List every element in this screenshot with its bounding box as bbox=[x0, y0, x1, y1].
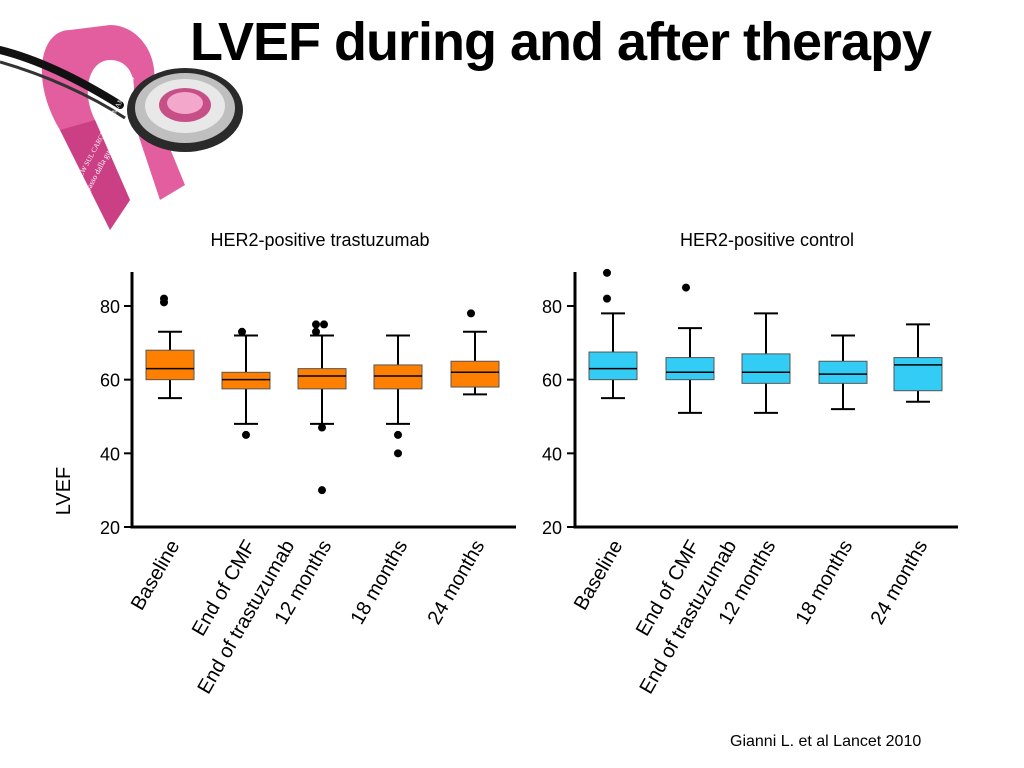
outlier-point bbox=[318, 423, 326, 432]
pink-ribbon-stethoscope-icon: OVERVIEW SUL CARCINOMA MAMMARIO a un pas… bbox=[0, 25, 243, 230]
outlier-point bbox=[238, 327, 246, 336]
outlier-point bbox=[394, 430, 402, 439]
box-iqr bbox=[373, 364, 423, 390]
y-tick-label: 20 bbox=[100, 518, 120, 538]
outlier-point bbox=[603, 294, 611, 303]
y-tick-label: 60 bbox=[100, 371, 120, 391]
outlier-point bbox=[682, 283, 690, 292]
category-label: Baseline bbox=[570, 537, 627, 614]
y-tick-label: 20 bbox=[542, 518, 562, 538]
panel-title: HER2-positive trastuzumab bbox=[210, 230, 429, 250]
category-label: 18 months bbox=[347, 537, 413, 629]
box-iqr bbox=[588, 351, 638, 381]
outlier-point bbox=[467, 309, 475, 318]
outlier-point bbox=[312, 327, 320, 336]
category-label: 18 months bbox=[792, 537, 858, 629]
panel-title: HER2-positive control bbox=[680, 230, 854, 250]
outlier-point bbox=[320, 320, 328, 329]
outlier-point bbox=[394, 449, 402, 458]
outlier-point bbox=[242, 430, 250, 439]
box-iqr bbox=[221, 371, 271, 390]
box-iqr bbox=[297, 368, 347, 390]
citation: Gianni L. et al Lancet 2010 bbox=[730, 733, 922, 750]
y-tick-label: 80 bbox=[542, 297, 562, 317]
box-iqr bbox=[741, 353, 791, 384]
slide-title: LVEF during and after therapy bbox=[190, 12, 932, 72]
box-iqr bbox=[665, 357, 715, 381]
outlier-point bbox=[318, 486, 326, 495]
y-tick-label: 40 bbox=[542, 444, 562, 464]
y-tick-label: 60 bbox=[542, 371, 562, 391]
box-iqr bbox=[818, 360, 868, 384]
outlier-point bbox=[160, 294, 168, 303]
box-iqr bbox=[450, 360, 500, 388]
box-iqr bbox=[145, 349, 195, 381]
outlier-point bbox=[312, 320, 320, 329]
box-iqr bbox=[893, 357, 943, 392]
category-label: 24 months bbox=[867, 537, 933, 629]
y-tick-label: 80 bbox=[100, 297, 120, 317]
category-label: Baseline bbox=[127, 537, 184, 614]
y-tick-label: 40 bbox=[100, 444, 120, 464]
outlier-point bbox=[603, 268, 611, 277]
category-label: 24 months bbox=[424, 537, 490, 629]
y-axis-title: LVEF bbox=[53, 467, 75, 516]
